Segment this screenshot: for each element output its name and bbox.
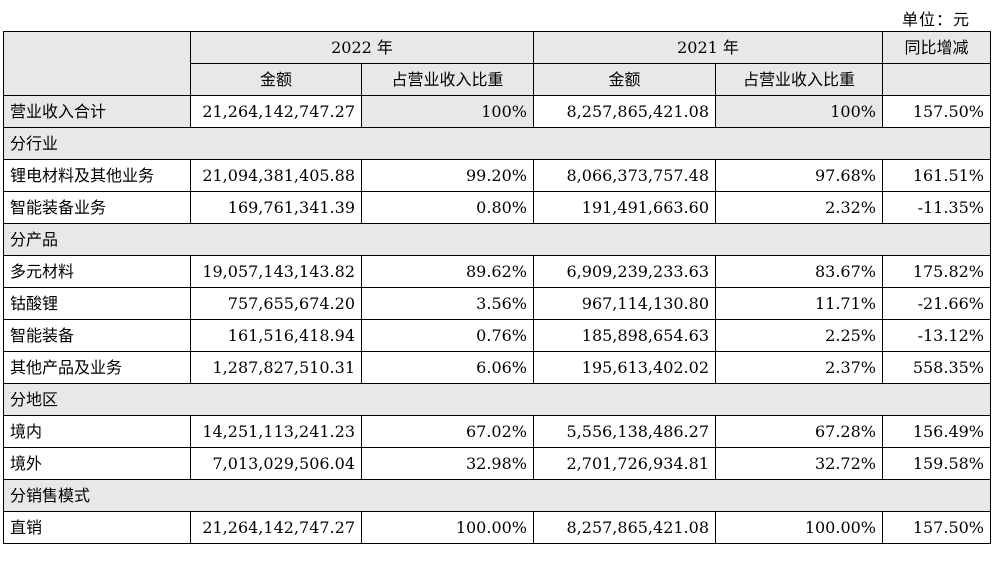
header-share-2021: 占营业收入比重 <box>715 63 883 96</box>
yoy-cell: 156.49% <box>882 415 991 448</box>
share-2022-cell: 100.00% <box>361 511 534 544</box>
row-label: 其他产品及业务 <box>3 351 191 384</box>
table-row: 境外 7,013,029,506.04 32.98% 2,701,726,934.81… <box>3 447 991 480</box>
amount-2021-cell: 6,909,239,233.63 <box>533 255 716 288</box>
total-share-2021: 100% <box>715 95 883 128</box>
amount-2022-cell: 757,655,674.20 <box>190 287 362 320</box>
amount-2021-cell: 185,898,654.63 <box>533 319 716 352</box>
share-2021-cell: 2.25% <box>715 319 883 352</box>
row-label: 境外 <box>3 447 191 480</box>
row-label: 智能装备业务 <box>3 191 191 224</box>
share-2021-cell: 67.28% <box>715 415 883 448</box>
share-2022-cell: 89.62% <box>361 255 534 288</box>
amount-2021-cell: 191,491,663.60 <box>533 191 716 224</box>
header-year-2022: 2022 年 <box>190 31 534 64</box>
header-row-years: 2022 年 2021 年 同比增减 <box>3 31 991 96</box>
amount-2022-cell: 1,287,827,510.31 <box>190 351 362 384</box>
table-row: 智能装备 161,516,418.94 0.76% 185,898,654.63 2.2… <box>3 319 991 352</box>
share-2021-cell: 2.37% <box>715 351 883 384</box>
amount-2021-cell: 5,556,138,486.27 <box>533 415 716 448</box>
section-header-row: 分行业 <box>3 127 991 160</box>
row-label: 钴酸锂 <box>3 287 191 320</box>
row-label: 直销 <box>3 511 191 544</box>
table-row: 境内 14,251,113,241.23 67.02% 5,556,138,486.2… <box>3 415 991 448</box>
amount-2022-cell: 19,057,143,143.82 <box>190 255 362 288</box>
share-2022-cell: 99.20% <box>361 159 534 192</box>
header-yoy-change: 同比增减 <box>882 31 991 64</box>
total-share-2022: 100% <box>361 95 534 128</box>
table-row: 直销 21,264,142,747.27 100.00% 8,257,865,421.… <box>3 511 991 544</box>
section-title: 分行业 <box>3 127 991 160</box>
share-2022-cell: 0.80% <box>361 191 534 224</box>
section-header-row: 分产品 <box>3 223 991 256</box>
section-title: 分地区 <box>3 383 991 416</box>
row-label: 多元材料 <box>3 255 191 288</box>
share-2022-cell: 0.76% <box>361 319 534 352</box>
share-2021-cell: 2.32% <box>715 191 883 224</box>
revenue-table: 2022 年 2021 年 同比增减 金额 占营业收入比重 金额 占营业收入比重… <box>3 31 991 544</box>
amount-2021-cell: 8,066,373,757.48 <box>533 159 716 192</box>
share-2022-cell: 6.06% <box>361 351 534 384</box>
table-row: 多元材料 19,057,143,143.82 89.62% 6,909,239,233… <box>3 255 991 288</box>
table-row: 智能装备业务 169,761,341.39 0.80% 191,491,663.60 2… <box>3 191 991 224</box>
section-title: 分产品 <box>3 223 991 256</box>
share-2022-cell: 3.56% <box>361 287 534 320</box>
amount-2021-cell: 967,114,130.80 <box>533 287 716 320</box>
header-amount-2022: 金额 <box>190 63 362 96</box>
amount-2021-cell: 8,257,865,421.08 <box>533 511 716 544</box>
yoy-cell: 175.82% <box>882 255 991 288</box>
section-header-row: 分销售模式 <box>3 479 991 512</box>
total-yoy: 157.50% <box>882 95 991 128</box>
yoy-cell: -11.35% <box>882 191 991 224</box>
row-label: 智能装备 <box>3 319 191 352</box>
amount-2022-cell: 7,013,029,506.04 <box>190 447 362 480</box>
unit-label: 单位：元 <box>901 10 970 29</box>
header-yoy-blank <box>882 63 991 96</box>
table-row: 其他产品及业务 1,287,827,510.31 6.06% 195,613,402.… <box>3 351 991 384</box>
share-2021-cell: 32.72% <box>715 447 883 480</box>
share-2021-cell: 83.67% <box>715 255 883 288</box>
total-amount-2021: 8,257,865,421.08 <box>533 95 716 128</box>
amount-2022-cell: 21,094,381,405.88 <box>190 159 362 192</box>
share-2022-cell: 32.98% <box>361 447 534 480</box>
row-label: 境内 <box>3 415 191 448</box>
table-row: 钴酸锂 757,655,674.20 3.56% 967,114,130.80 11.7… <box>3 287 991 320</box>
share-2021-cell: 11.71% <box>715 287 883 320</box>
share-2021-cell: 97.68% <box>715 159 883 192</box>
yoy-cell: 161.51% <box>882 159 991 192</box>
header-amount-2021: 金额 <box>533 63 716 96</box>
table-row: 锂电材料及其他业务 21,094,381,405.88 99.20% 8,066,37… <box>3 159 991 192</box>
share-2022-cell: 67.02% <box>361 415 534 448</box>
section-title: 分销售模式 <box>3 479 991 512</box>
yoy-cell: 558.35% <box>882 351 991 384</box>
yoy-cell: -21.66% <box>882 287 991 320</box>
yoy-cell: -13.12% <box>882 319 991 352</box>
row-label: 锂电材料及其他业务 <box>3 159 191 192</box>
header-blank-cell <box>3 31 191 96</box>
amount-2022-cell: 161,516,418.94 <box>190 319 362 352</box>
share-2021-cell: 100.00% <box>715 511 883 544</box>
header-row-metrics: 金额 占营业收入比重 金额 占营业收入比重 <box>4 63 991 96</box>
amount-2022-cell: 169,761,341.39 <box>190 191 362 224</box>
total-row: 营业收入合计 21,264,142,747.27 100% 8,257,865,… <box>3 95 991 128</box>
amount-2022-cell: 21,264,142,747.27 <box>190 511 362 544</box>
amount-2021-cell: 2,701,726,934.81 <box>533 447 716 480</box>
total-label: 营业收入合计 <box>3 95 191 128</box>
header-share-2022: 占营业收入比重 <box>361 63 534 96</box>
yoy-cell: 159.58% <box>882 447 991 480</box>
amount-2022-cell: 14,251,113,241.23 <box>190 415 362 448</box>
amount-2021-cell: 195,613,402.02 <box>533 351 716 384</box>
section-header-row: 分地区 <box>3 383 991 416</box>
yoy-cell: 157.50% <box>882 511 991 544</box>
total-amount-2022: 21,264,142,747.27 <box>190 95 362 128</box>
header-year-2021: 2021 年 <box>533 31 883 64</box>
